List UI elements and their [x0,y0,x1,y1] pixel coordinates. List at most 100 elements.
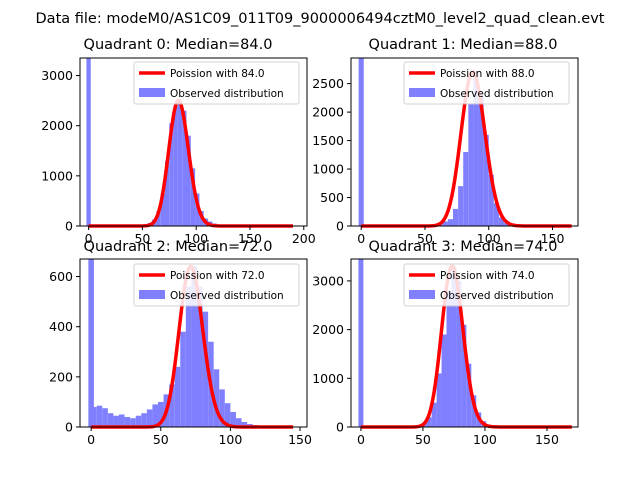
quadrant-3-ytick-label-1: 1000 [312,371,344,386]
quadrant-3-panel: 0 50 100 150 0 1000 2000 3000 Quadrant 3: Media… [312,239,579,447]
quadrant-1-bar-7 [468,103,474,226]
quadrant-2-bar-4 [107,413,114,427]
quadrant-1-xtick-label-2: 100 [477,231,501,246]
quadrant-0-xtick-label-3: 150 [238,231,262,246]
figure-title: Data file: modeM0/AS1C09_011T09_90000064… [36,11,605,27]
quadrant-1-bar-13 [498,217,505,226]
quadrant-2-bar-23 [213,369,220,427]
quadrant-0-bar-5 [160,193,165,226]
quadrant-3-bar-7 [446,290,452,427]
quadrant-2-ytick-label-0: 0 [65,420,73,435]
quadrant-2-bar-5 [113,415,119,427]
quadrant-3-xtick-label-1: 50 [415,432,431,447]
quadrant-2-axes-frame [79,258,308,428]
quadrant-1-bar-0 [358,58,364,226]
quadrant-3-xtick-label-0: 0 [357,432,365,447]
quadrant-2-bar-17 [180,331,186,427]
quadrant-0-bar-9 [177,100,183,226]
quadrant-3-xtick-label-3: 150 [535,432,559,447]
quadrant-0-ytick-label-1: 1000 [41,168,73,183]
quadrant-2-bar-7 [124,416,131,427]
quadrant-0-legend: Poission with 84.0 Observed distribution [133,61,300,105]
quadrant-1-ytick-label-1: 500 [320,190,344,205]
quadrant-3-title: Quadrant 3: Median=74.0 [369,239,558,255]
quadrant-2-bar-9 [135,415,142,427]
quadrant-2-bar-19 [191,266,197,427]
quadrant-1-xtick-label-3: 150 [541,231,565,246]
quadrant-0-bar-8 [173,105,178,226]
quadrant-3-bar-5 [436,373,442,427]
quadrant-0-bar-10 [182,110,187,226]
quadrant-0-legend-observed: Observed distribution [170,88,284,100]
quadrant-1-bar-9 [478,95,484,227]
quadrant-3-bar-11 [466,363,472,427]
quadrant-2-bar-16 [174,366,181,427]
quadrant-2-bar-27 [235,418,242,427]
quadrant-3-bar-10 [461,324,467,427]
quadrant-2-bar-15 [169,384,175,427]
quadrant-1-bar-11 [488,174,494,226]
quadrant-2-bar-1 [91,406,97,427]
quadrant-1-legend-observed: Observed distribution [440,88,554,100]
quadrant-1-ytick-label-0: 0 [336,219,344,234]
quadrant-0-bar-11 [186,135,191,226]
quadrant-2-bar-13 [157,401,164,427]
quadrant-2-ytick-label-3: 600 [49,269,73,284]
quadrant-2-bar-11 [146,409,153,427]
quadrant-2-bar-26 [230,411,236,427]
quadrant-1-bar-3 [447,219,454,226]
quadrant-3-bar-8 [451,266,457,427]
quadrant-3-bar-12 [471,395,477,427]
quadrant-2-bar-6 [118,414,125,427]
quadrant-1-ytick-label-3: 1500 [312,133,344,148]
quadrant-1-ytick-label-5: 2500 [312,76,344,91]
quadrant-2-bar-3 [102,408,108,427]
quadrant-2-bar-2 [96,405,103,427]
quadrant-2-ytick-label-2: 400 [49,319,73,334]
quadrant-3-xtick-label-2: 100 [473,432,497,447]
quadrant-0-bar-6 [164,160,170,226]
quadrant-0-xtick-label-2: 100 [184,231,208,246]
quadrant-1-bar-2 [442,221,448,226]
quadrant-2-bar-28 [241,421,248,427]
quadrant-0-bar-13 [195,193,200,226]
quadrant-3-legend: Poission with 74.0 Observed distribution [403,263,570,307]
quadrant-2-legend: Poission with 72.0 Observed distribution [133,263,300,307]
quadrant-1-bar-10 [483,134,489,226]
quadrant-2-bar-18 [185,286,192,427]
quadrant-3-bar-0 [358,259,364,427]
quadrant-2-ytick-label-1: 200 [49,369,73,384]
quadrant-3-ytick-label-0: 0 [336,420,344,435]
quadrant-3-bar-3 [426,417,432,427]
quadrant-0-xtick-label-4: 200 [292,231,316,246]
quadrant-2-xtick-label-2: 100 [218,432,242,447]
quadrant-0-bar-12 [190,168,196,226]
quadrant-2-panel: 0 50 100 150 0 200 400 600 Quadrant 2: Median=7… [49,239,312,447]
quadrant-1-legend-poisson: Poission with 88.0 [440,68,535,80]
quadrant-2-bar-25 [224,403,231,427]
quadrant-3-bar-9 [456,280,462,427]
quadrant-1-bar-8 [473,72,479,227]
quadrant-0-bar-4 [156,210,161,226]
quadrant-2-bar-20 [196,286,203,427]
quadrant-2-bar-8 [130,418,136,427]
quadrant-3-bar-4 [431,402,437,427]
quadrant-1-bar-5 [458,186,464,226]
quadrant-3-ytick-label-2: 2000 [312,322,344,337]
quadrant-2-xtick-label-0: 0 [87,432,95,447]
quadrant-0-legend-poisson: Poission with 84.0 [170,68,265,80]
quadrant-1-xtick-label-1: 50 [417,231,433,246]
quadrant-0-ytick-label-0: 0 [65,219,73,234]
quadrant-1-title: Quadrant 1: Median=88.0 [369,37,558,53]
quadrant-1-xtick-label-0: 0 [357,231,365,246]
quadrant-2-legend-observed: Observed distribution [170,290,284,302]
quadrant-2-bar-12 [152,404,158,427]
quadrant-0-axes-frame [79,57,308,227]
quadrant-2-xtick-label-1: 50 [153,432,169,447]
quadrant-1-bar-12 [493,203,499,226]
quadrant-1-bar-4 [453,208,459,226]
quadrant-2-legend-poisson: Poission with 72.0 [170,270,265,282]
quadrant-1-bar-6 [463,151,469,226]
quadrant-2-xtick-label-3: 150 [288,432,312,447]
